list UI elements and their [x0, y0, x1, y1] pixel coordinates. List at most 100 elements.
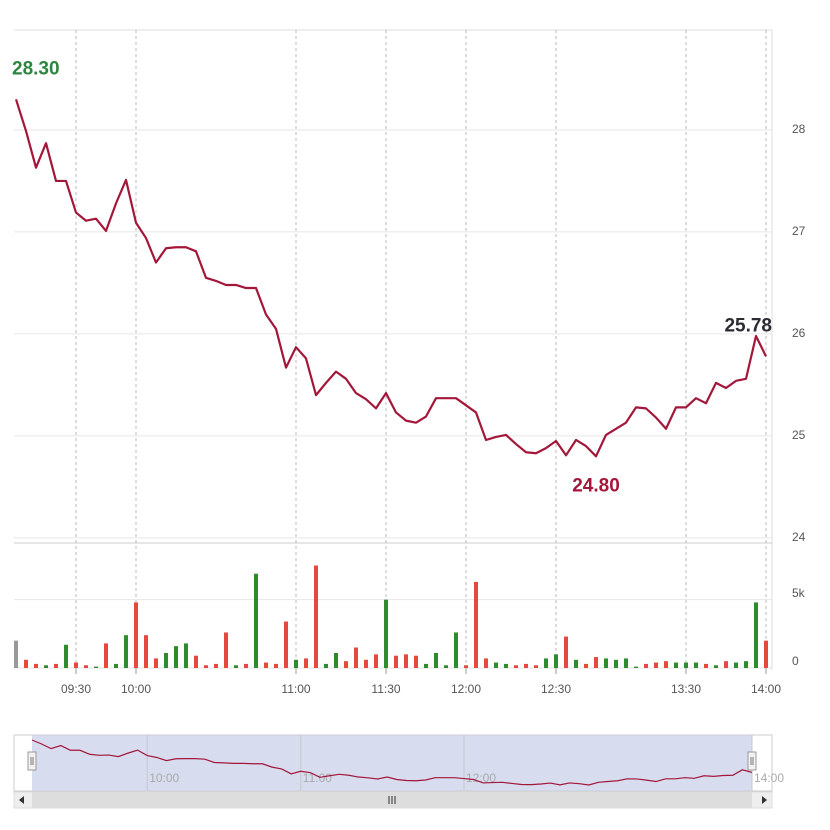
- volume-bar: [204, 665, 208, 668]
- volume-bar: [184, 643, 188, 668]
- volume-bar: [654, 662, 658, 668]
- navigator-handle[interactable]: [27, 751, 37, 771]
- volume-bar: [124, 635, 128, 668]
- volume-bar: [304, 658, 308, 668]
- volume-bar: [34, 663, 38, 668]
- value-annotation: 25.78: [724, 315, 772, 336]
- volume-bar: [164, 652, 168, 668]
- volume-bar: [534, 665, 538, 668]
- volume-bar: [174, 646, 178, 668]
- volume-bar: [284, 621, 288, 668]
- volume-bar: [454, 632, 458, 668]
- x-tick-label: 12:00: [451, 682, 481, 696]
- volume-bar: [314, 565, 318, 668]
- volume-bar: [634, 666, 638, 668]
- volume-bar: [354, 647, 358, 668]
- volume-bar: [514, 665, 518, 668]
- volume-bar: [334, 652, 338, 668]
- navigator-handle[interactable]: [747, 751, 757, 771]
- volume-bar: [74, 662, 78, 668]
- x-tick-label: 13:30: [671, 682, 701, 696]
- y-tick-label: 24: [792, 530, 806, 544]
- volume-bar: [714, 665, 718, 668]
- volume-bar: [274, 663, 278, 668]
- volume-bar: [424, 663, 428, 668]
- volume-bar: [464, 665, 468, 668]
- x-tick-label: 10:00: [121, 682, 151, 696]
- volume-bar: [574, 659, 578, 668]
- volume-bar: [544, 658, 548, 668]
- volume-bar: [754, 602, 758, 668]
- volume-bar: [444, 665, 448, 668]
- volume-bar: [434, 652, 438, 668]
- volume-bar: [324, 663, 328, 668]
- volume-bar: [384, 599, 388, 668]
- navigator-tick-label: 11:00: [303, 771, 332, 785]
- volume-bar: [94, 666, 98, 668]
- volume-bar: [504, 663, 508, 668]
- volume-bar: [494, 662, 498, 668]
- x-tick-label: 14:00: [751, 682, 781, 696]
- volume-bar: [144, 635, 148, 668]
- volume-bar: [54, 663, 58, 668]
- volume-bar: [244, 663, 248, 668]
- volume-bar: [674, 662, 678, 668]
- volume-bar: [344, 661, 348, 668]
- navigator-tick-label: 14:00: [754, 771, 784, 785]
- volume-bar: [594, 657, 598, 668]
- y-tick-label: 5k: [792, 586, 806, 600]
- y-tick-label: 27: [792, 224, 806, 238]
- y-tick-label: 26: [792, 326, 806, 340]
- scroll-left-arrow[interactable]: [19, 796, 24, 804]
- volume-bar: [294, 659, 298, 668]
- navigator-line: [31, 739, 753, 786]
- volume-bar: [564, 636, 568, 668]
- volume-bar: [644, 663, 648, 668]
- volume-bar: [44, 665, 48, 668]
- volume-bar: [664, 661, 668, 668]
- scrollbar-grip: [388, 796, 396, 804]
- x-tick-label: 12:30: [541, 682, 571, 696]
- volume-bar: [744, 661, 748, 668]
- x-tick-label: 11:00: [281, 682, 310, 696]
- y-tick-label: 28: [792, 122, 806, 136]
- volume-bar: [554, 654, 558, 668]
- volume-bar: [414, 655, 418, 668]
- volume-bar: [14, 640, 18, 668]
- volume-bar: [764, 640, 768, 668]
- volume-bar: [154, 658, 158, 668]
- volume-bar: [394, 655, 398, 668]
- y-tick-label: 25: [792, 428, 806, 442]
- volume-bar: [484, 658, 488, 668]
- y-tick-label: 0: [792, 654, 799, 668]
- volume-bar: [194, 655, 198, 668]
- volume-bar: [614, 659, 618, 668]
- volume-bar: [474, 581, 478, 668]
- navigator-selection[interactable]: [32, 735, 752, 791]
- volume-bar: [254, 573, 258, 668]
- volume-bar: [694, 662, 698, 668]
- value-annotation: 24.80: [572, 475, 620, 496]
- volume-bar: [134, 602, 138, 668]
- volume-bar: [734, 662, 738, 668]
- volume-bar: [704, 663, 708, 668]
- volume-bar: [584, 663, 588, 668]
- scroll-right-arrow[interactable]: [762, 796, 767, 804]
- volume-bar: [64, 644, 68, 668]
- volume-bar: [104, 643, 108, 668]
- volume-bar: [364, 659, 368, 668]
- volume-bar: [624, 658, 628, 668]
- volume-bar: [264, 662, 268, 668]
- volume-bar: [724, 661, 728, 668]
- volume-bar: [604, 658, 608, 668]
- x-tick-label: 09:30: [61, 682, 91, 696]
- volume-bar: [224, 632, 228, 668]
- navigator-tick-label: 12:00: [466, 771, 496, 785]
- volume-bar: [404, 654, 408, 668]
- volume-bar: [374, 654, 378, 668]
- price-line: [14, 99, 767, 458]
- volume-bar: [524, 663, 528, 668]
